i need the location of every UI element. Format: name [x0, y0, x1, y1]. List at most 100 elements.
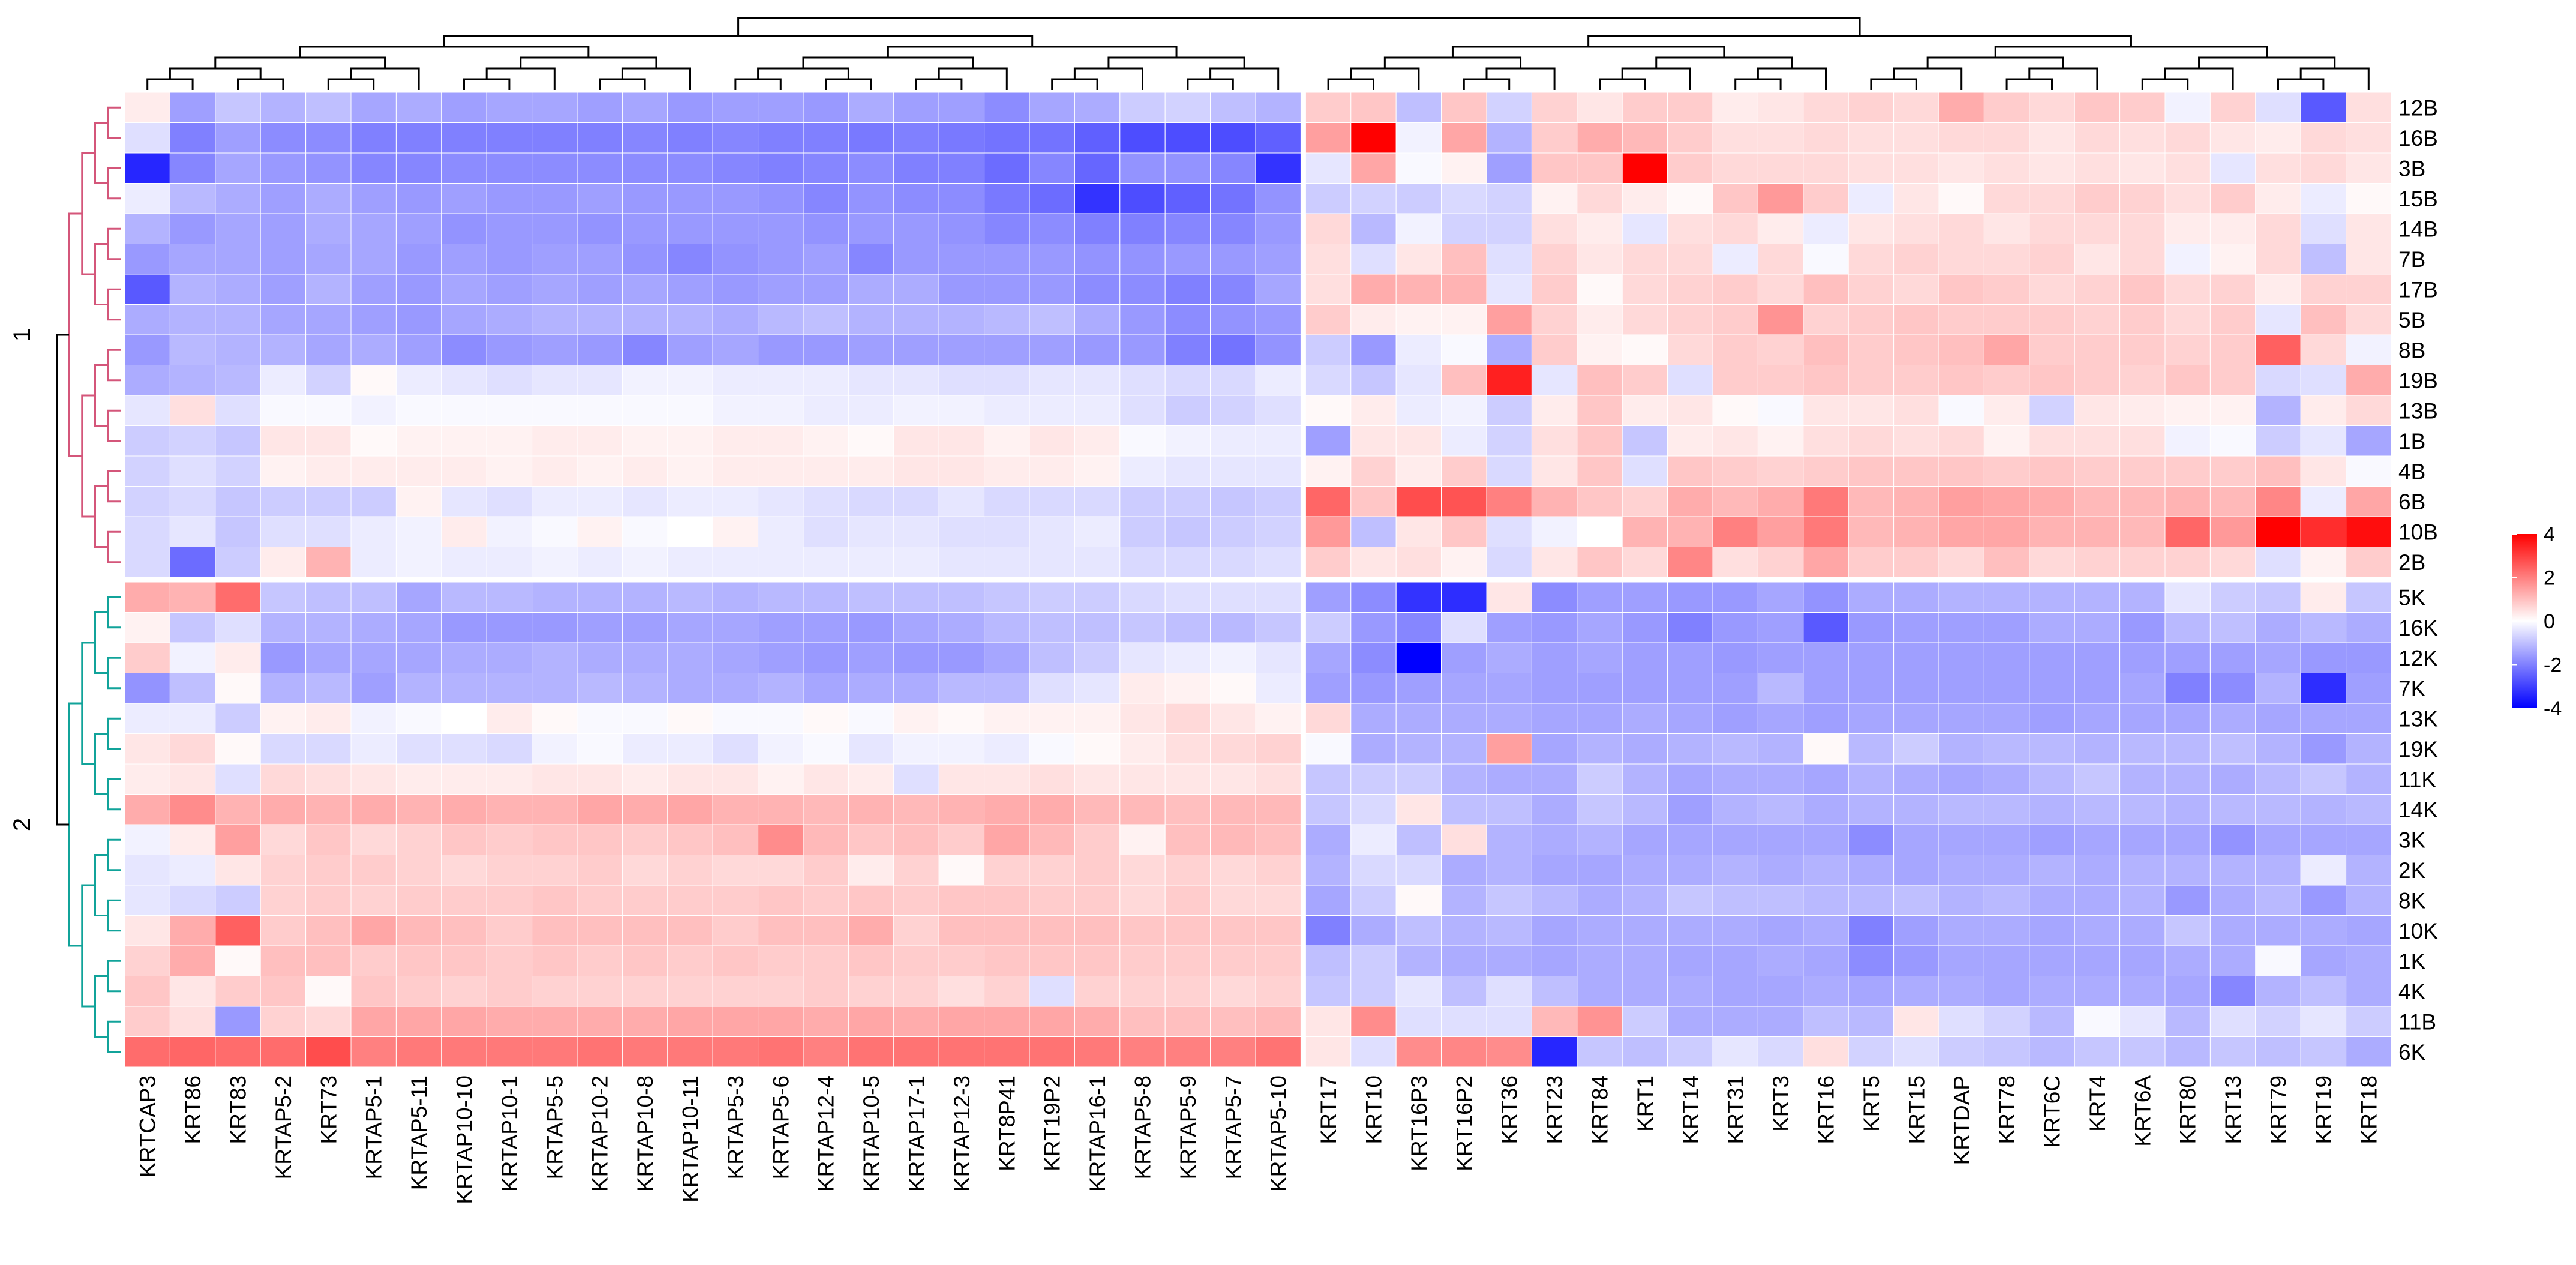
heatmap-cell: [848, 274, 894, 305]
heatmap-cell: [1164, 855, 1211, 886]
heatmap-cell: [938, 334, 985, 365]
heatmap-cell: [803, 763, 849, 795]
heatmap-cell: [2255, 794, 2301, 825]
heatmap-cell: [1622, 213, 1668, 244]
column-label: KRT19P2: [1040, 1075, 1065, 1171]
heatmap-cell: [1441, 365, 1487, 396]
heatmap-cell: [441, 304, 487, 335]
heatmap-cell: [169, 733, 216, 765]
heatmap-cell: [893, 244, 939, 275]
heatmap-cell: [1983, 824, 2030, 855]
dendrogram-branch: [599, 78, 646, 90]
heatmap-cell: [2074, 516, 2121, 547]
heatmap-cell: [2255, 824, 2301, 855]
heatmap-cell: [1486, 855, 1532, 886]
heatmap-cell: [2074, 763, 2121, 795]
legend-tick-labels: 420-2-4: [2512, 523, 2562, 720]
heatmap-cell: [124, 395, 170, 426]
heatmap-cell: [848, 1006, 894, 1037]
heatmap-cell: [1577, 642, 1623, 673]
heatmap-cell: [984, 274, 1030, 305]
heatmap-cell: [1803, 122, 1849, 154]
heatmap-cell: [1803, 183, 1849, 214]
heatmap-cell: [1577, 183, 1623, 214]
heatmap-cell: [1622, 365, 1668, 396]
heatmap-cell: [395, 673, 442, 704]
heatmap-cell: [1305, 395, 1352, 426]
heatmap-cell: [577, 976, 623, 1007]
heatmap-cell: [1305, 365, 1352, 396]
heatmap-cell: [350, 763, 397, 795]
heatmap-cell: [1712, 945, 1758, 976]
heatmap-cell: [1848, 581, 1895, 613]
heatmap-cell: [350, 824, 397, 855]
heatmap-cell: [2346, 547, 2392, 578]
heatmap-cell: [893, 92, 939, 123]
dendrogram-branch: [107, 530, 121, 563]
heatmap-cell: [984, 1036, 1030, 1068]
heatmap-cell: [667, 794, 713, 825]
heatmap-cell: [1667, 824, 1713, 855]
heatmap-cell: [1305, 794, 1352, 825]
heatmap-cell: [1667, 304, 1713, 335]
heatmap-cell: [893, 425, 939, 457]
heatmap-cell: [124, 763, 170, 795]
heatmap-cell: [758, 976, 804, 1007]
heatmap-cell: [1486, 334, 1532, 365]
heatmap-cell: [441, 673, 487, 704]
heatmap-cell: [2300, 334, 2347, 365]
heatmap-cell: [2346, 304, 2392, 335]
heatmap-cell: [305, 673, 352, 704]
column-label: KRTAP10-8: [633, 1075, 657, 1192]
heatmap-cell: [2164, 945, 2211, 976]
heatmap-cell: [2164, 274, 2211, 305]
heatmap-cell: [1305, 425, 1352, 457]
heatmap-cell: [1893, 304, 1939, 335]
heatmap-cell: [260, 455, 307, 487]
heatmap-cell: [169, 855, 216, 886]
heatmap-cell: [1848, 945, 1895, 976]
heatmap-cell: [350, 612, 397, 643]
heatmap-cell: [893, 486, 939, 517]
heatmap-cell: [1893, 945, 1939, 976]
heatmap-cell: [169, 642, 216, 673]
heatmap-cell: [1983, 642, 2030, 673]
heatmap-cell: [260, 516, 307, 547]
heatmap-cell: [395, 945, 442, 976]
heatmap-cell: [622, 642, 668, 673]
heatmap-cell: [622, 244, 668, 275]
heatmap-cell: [2029, 976, 2075, 1007]
heatmap-cell: [124, 213, 170, 244]
heatmap-cell: [893, 274, 939, 305]
heatmap-cell: [2255, 763, 2301, 795]
heatmap-cell: [305, 612, 352, 643]
heatmap-cell: [1667, 945, 1713, 976]
heatmap-cell: [2255, 365, 2301, 396]
heatmap-cell: [2119, 274, 2166, 305]
heatmap-cell: [1667, 455, 1713, 487]
heatmap-cell: [260, 642, 307, 673]
heatmap-cell: [577, 183, 623, 214]
heatmap-cell: [2164, 885, 2211, 916]
heatmap-cell: [667, 244, 713, 275]
heatmap-cell: [441, 642, 487, 673]
heatmap-cell: [712, 703, 759, 734]
heatmap-cell: [2209, 244, 2256, 275]
heatmap-cell: [169, 581, 216, 613]
heatmap-cell: [1074, 244, 1121, 275]
heatmap-cell: [1712, 516, 1758, 547]
heatmap-cell: [1395, 516, 1442, 547]
heatmap-cell: [622, 915, 668, 946]
heatmap-cell: [2119, 824, 2166, 855]
cluster-label: 2: [9, 818, 35, 831]
heatmap-cell: [1395, 612, 1442, 643]
heatmap-cell: [2255, 885, 2301, 916]
heatmap-cell: [1622, 486, 1668, 517]
heatmap-cell: [1164, 612, 1211, 643]
heatmap-cell: [350, 1036, 397, 1068]
column-label: KRTAP5-2: [271, 1075, 296, 1179]
heatmap-cell: [2119, 516, 2166, 547]
heatmap-cell: [1441, 733, 1487, 765]
heatmap-cell: [2300, 425, 2347, 457]
heatmap-cell: [1395, 395, 1442, 426]
